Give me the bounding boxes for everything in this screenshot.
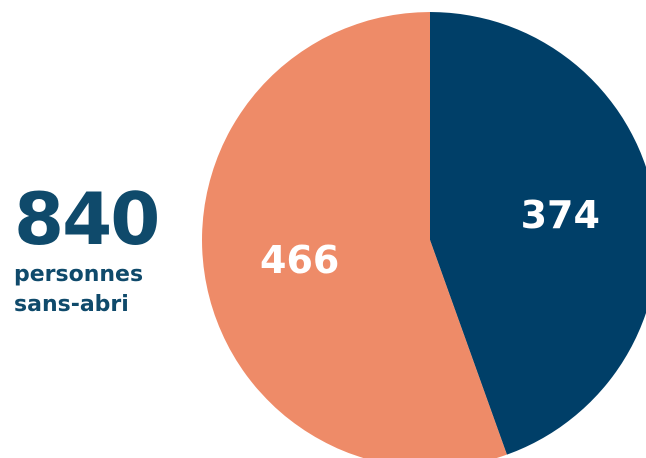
pie-slice-label-1: 466 (260, 238, 339, 282)
pie-slice-0 (430, 12, 646, 455)
pie-slice-1 (202, 12, 507, 458)
caption-line-1: personnes (14, 262, 144, 287)
caption-line-2: sans-abri (14, 292, 129, 317)
total-count: 840 (14, 177, 160, 261)
total-caption: personnes sans-abri (14, 260, 158, 320)
total-summary: 840 personnes sans-abri (14, 177, 160, 320)
pie-slice-label-0: 374 (521, 193, 600, 237)
